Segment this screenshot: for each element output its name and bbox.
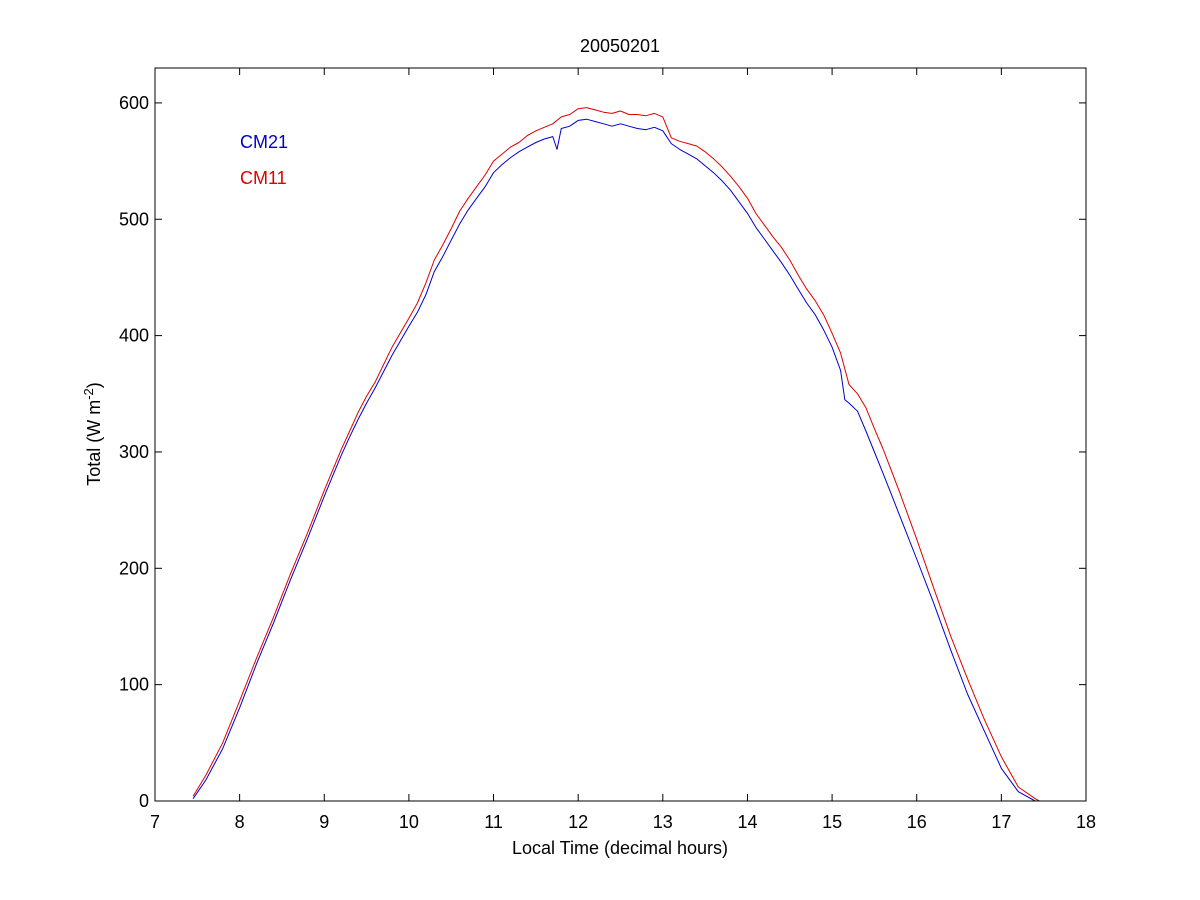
x-tick-label: 13 <box>653 812 673 832</box>
y-tick-label: 400 <box>119 326 149 346</box>
y-tick-label: 100 <box>119 675 149 695</box>
plot-background <box>155 68 1086 801</box>
y-tick-label: 200 <box>119 558 149 578</box>
legend-entry-cm21: CM21 <box>240 132 288 152</box>
x-tick-label: 7 <box>150 812 160 832</box>
x-axis-ticks: 7 8 9 10 11 12 13 14 15 16 17 18 <box>150 68 1096 832</box>
plot-lines <box>192 107 1040 802</box>
x-tick-label: 18 <box>1076 812 1096 832</box>
y-axis-ticks: 0 100 200 300 400 500 600 <box>119 93 1086 811</box>
series-line-cm11 <box>192 107 1040 802</box>
y-axis-label-main: Total (W m <box>84 400 104 486</box>
series-line-cm21 <box>192 118 1037 802</box>
y-tick-label: 600 <box>119 93 149 113</box>
y-tick-label: 0 <box>139 791 149 811</box>
x-tick-label: 16 <box>907 812 927 832</box>
y-axis-label: Total (W m-2) <box>81 382 104 486</box>
x-tick-label: 15 <box>822 812 842 832</box>
y-tick-label: 500 <box>119 209 149 229</box>
x-tick-label: 17 <box>991 812 1011 832</box>
x-tick-label: 9 <box>319 812 329 832</box>
y-axis-label-superscript: -2 <box>81 388 96 400</box>
x-tick-label: 10 <box>399 812 419 832</box>
x-tick-label: 14 <box>737 812 757 832</box>
x-tick-label: 12 <box>568 812 588 832</box>
x-tick-label: 11 <box>484 812 503 832</box>
y-tick-label: 300 <box>119 442 149 462</box>
x-axis-label: Local Time (decimal hours) <box>512 838 728 858</box>
legend-entry-cm11: CM11 <box>240 168 287 188</box>
plot-frame <box>154 67 1087 802</box>
y-axis-label-close: ) <box>84 382 104 388</box>
chart-title: 20050201 <box>580 36 660 56</box>
x-tick-label: 8 <box>235 812 245 832</box>
